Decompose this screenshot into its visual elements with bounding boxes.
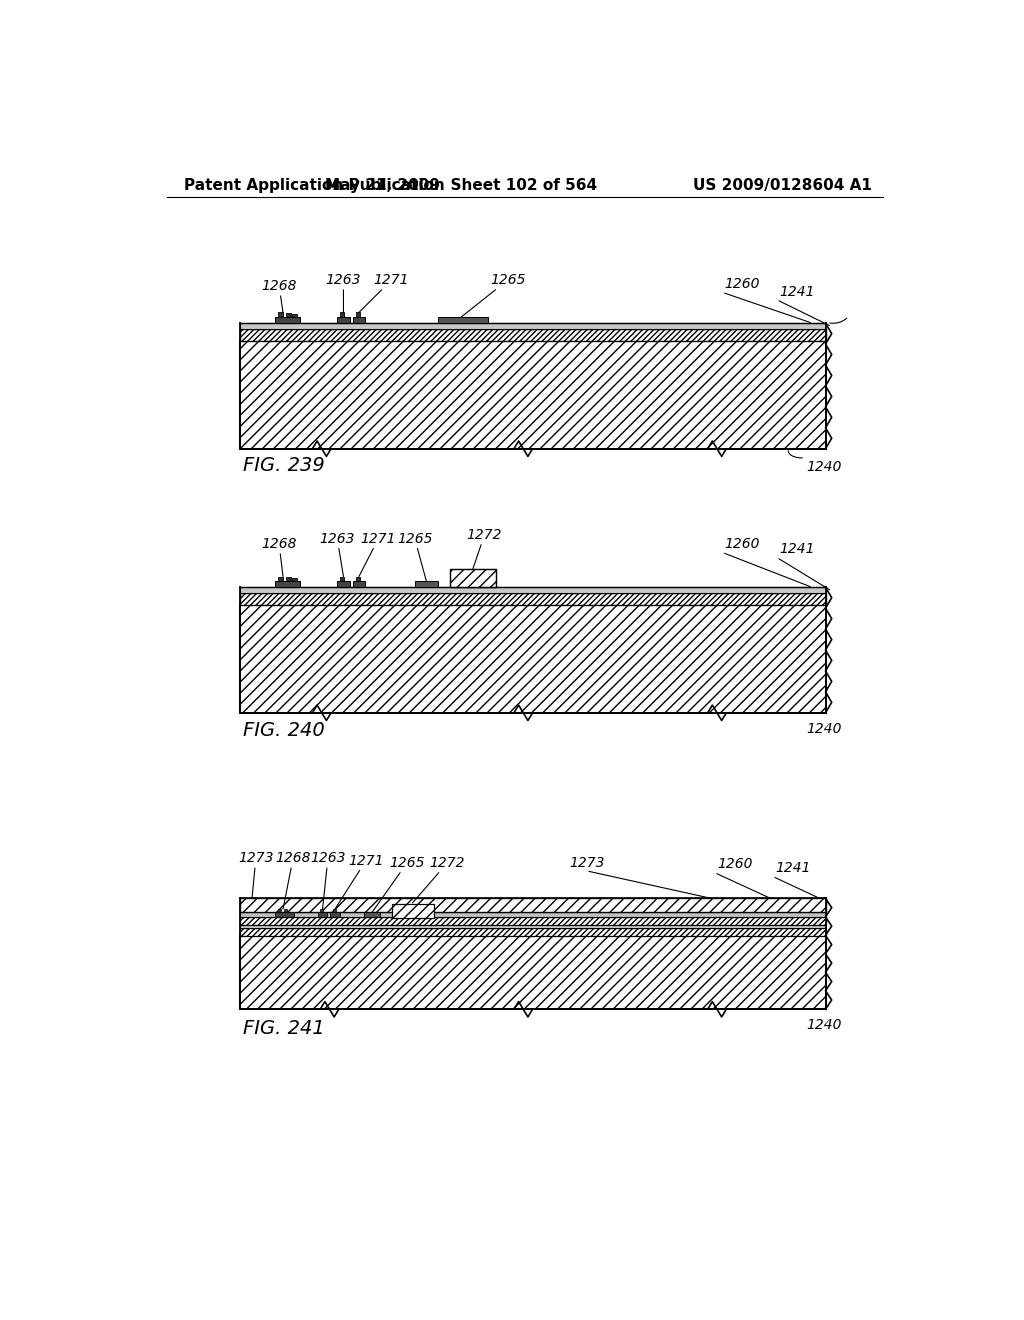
Text: 1240: 1240: [806, 1019, 842, 1032]
Bar: [365, 912, 380, 917]
Text: 1273: 1273: [239, 851, 273, 899]
Bar: [241, 917, 825, 924]
Bar: [337, 581, 349, 587]
Bar: [340, 577, 344, 581]
Text: 1265: 1265: [461, 273, 525, 317]
Text: 1271: 1271: [359, 532, 396, 577]
Bar: [450, 569, 496, 587]
Bar: [321, 909, 324, 912]
Text: 1240: 1240: [806, 461, 842, 474]
Text: 1263: 1263: [326, 273, 361, 313]
Text: 1268: 1268: [275, 851, 311, 909]
Bar: [275, 317, 300, 323]
Text: FIG. 241: FIG. 241: [243, 1019, 325, 1039]
Bar: [391, 904, 434, 917]
Bar: [278, 909, 281, 912]
Bar: [331, 912, 340, 917]
Text: 1271: 1271: [335, 854, 384, 909]
Bar: [415, 581, 438, 587]
Bar: [352, 317, 366, 323]
Text: 1265: 1265: [372, 855, 425, 912]
Text: 1272: 1272: [413, 855, 465, 903]
Text: 1268: 1268: [261, 279, 297, 313]
Bar: [241, 899, 825, 912]
Bar: [352, 581, 366, 587]
Bar: [284, 909, 287, 912]
Text: May 21, 2009  Sheet 102 of 564: May 21, 2009 Sheet 102 of 564: [326, 178, 597, 193]
Bar: [241, 924, 825, 928]
Text: 1241: 1241: [775, 861, 811, 875]
Bar: [340, 313, 344, 317]
Text: 1272: 1272: [467, 528, 502, 569]
Text: 1241: 1241: [779, 543, 814, 557]
Text: US 2009/0128604 A1: US 2009/0128604 A1: [693, 178, 872, 193]
Bar: [356, 313, 359, 317]
Text: 1265: 1265: [397, 532, 432, 581]
Bar: [241, 587, 825, 593]
Bar: [333, 909, 336, 912]
Bar: [292, 578, 297, 581]
Text: 1268: 1268: [261, 537, 297, 577]
Text: 1271: 1271: [359, 273, 410, 313]
Text: 1260: 1260: [725, 277, 760, 290]
Bar: [438, 317, 488, 323]
Bar: [391, 904, 434, 917]
Text: 1260: 1260: [717, 858, 753, 871]
Bar: [286, 313, 291, 317]
Bar: [356, 577, 359, 581]
Text: 1263: 1263: [310, 851, 346, 909]
Bar: [241, 593, 825, 605]
Bar: [241, 928, 825, 936]
Bar: [286, 577, 291, 581]
Text: Patent Application Publication: Patent Application Publication: [183, 178, 444, 193]
Bar: [241, 912, 825, 917]
Text: 1241: 1241: [779, 285, 814, 298]
Bar: [337, 317, 349, 323]
Bar: [279, 313, 283, 317]
Bar: [241, 936, 825, 1010]
Bar: [241, 329, 825, 341]
Bar: [292, 314, 297, 317]
Text: 1263: 1263: [319, 532, 355, 577]
Bar: [241, 341, 825, 449]
Bar: [275, 581, 300, 587]
Text: FIG. 240: FIG. 240: [243, 721, 325, 739]
Bar: [279, 577, 283, 581]
Bar: [275, 912, 294, 917]
Bar: [241, 323, 825, 329]
Text: 1273: 1273: [569, 855, 605, 870]
Bar: [317, 912, 328, 917]
Text: 1260: 1260: [725, 537, 760, 552]
Text: FIG. 239: FIG. 239: [243, 457, 325, 475]
Bar: [450, 569, 496, 587]
Bar: [241, 605, 825, 713]
Text: 1240: 1240: [806, 722, 842, 737]
